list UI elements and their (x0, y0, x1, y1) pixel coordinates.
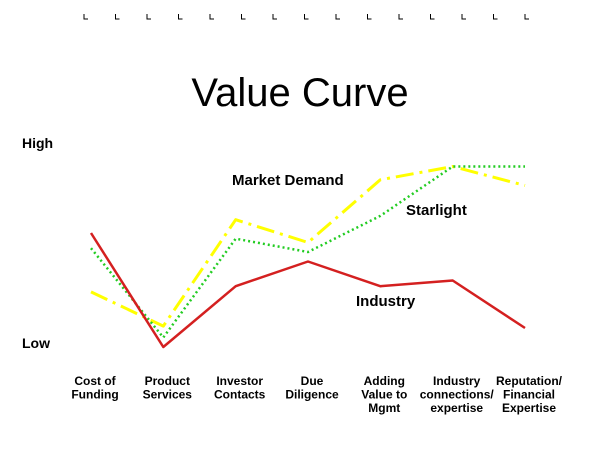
top-marker-row (83, 14, 529, 20)
chart-title: Value Curve (191, 71, 408, 115)
top-marker (83, 14, 88, 20)
top-marker (430, 14, 435, 20)
series-labels: Industry Market Demand Starlight (232, 172, 467, 310)
top-marker (398, 14, 403, 20)
series-label-industry: Industry (356, 293, 416, 310)
top-marker (335, 14, 340, 20)
y-axis-high-label: High (22, 135, 53, 151)
y-axis-low-label: Low (22, 335, 50, 351)
top-marker (178, 14, 183, 20)
x-tick-label: Due Diligence (285, 374, 339, 402)
top-marker (209, 14, 214, 20)
top-marker (493, 14, 498, 20)
x-tick-label: Adding Value to Mgmt (361, 374, 407, 415)
series-line-market-demand (90, 165, 526, 328)
top-marker (461, 14, 466, 20)
series-label-market-demand: Market Demand (232, 172, 344, 189)
series-line-starlight (90, 165, 525, 339)
series-lines (89, 165, 526, 349)
series-line-industry (89, 232, 526, 349)
x-tick-label: Product Services (143, 374, 193, 402)
series-label-starlight: Starlight (406, 202, 467, 219)
x-tick-label: Reputation/Financial Expertise (496, 374, 563, 415)
top-marker (241, 14, 246, 20)
top-marker (272, 14, 277, 20)
top-marker (115, 14, 120, 20)
top-marker (304, 14, 309, 20)
top-marker (524, 14, 529, 20)
top-marker (367, 14, 372, 20)
x-axis-tick-labels: Cost of Funding Product Services Investor Con… (71, 374, 562, 415)
x-tick-label: Cost of Funding (71, 374, 118, 402)
x-tick-label: Industry connections/expertise (420, 374, 495, 415)
x-tick-label: Investor Contacts (214, 374, 266, 402)
top-marker (146, 14, 151, 20)
